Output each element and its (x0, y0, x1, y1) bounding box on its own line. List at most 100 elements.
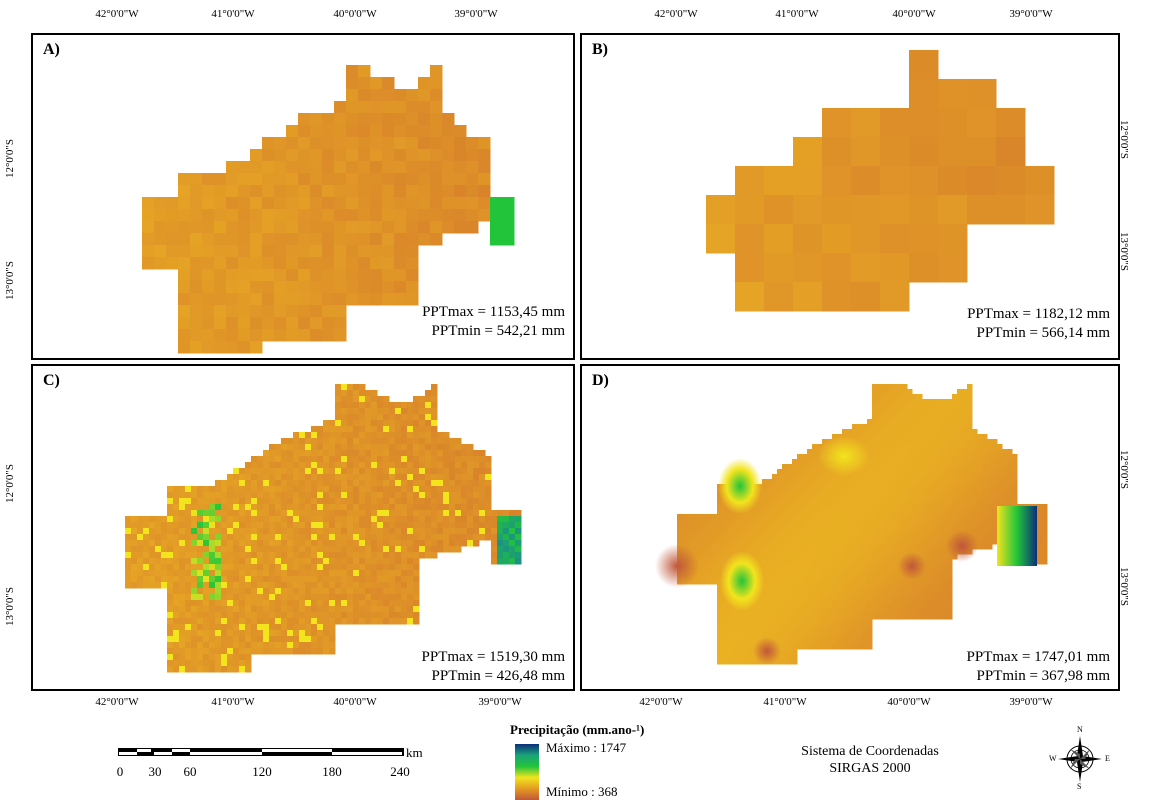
raster-cell (287, 636, 294, 643)
surface-cell (822, 629, 828, 635)
surface-cell (837, 584, 843, 590)
surface-cell (792, 569, 798, 575)
raster-cell (203, 486, 210, 493)
raster-cell (299, 498, 306, 505)
raster-cell (215, 480, 222, 487)
surface-cell (877, 399, 883, 405)
surface-cell (772, 619, 778, 625)
raster-cell (286, 161, 299, 174)
raster-cell (197, 552, 204, 559)
surface-cell (832, 484, 838, 490)
raster-cell (437, 480, 444, 487)
surface-cell (862, 614, 868, 620)
surface-cell (907, 589, 913, 595)
surface-cell (762, 559, 768, 565)
raster-cell (269, 648, 276, 655)
surface-cell (797, 559, 803, 565)
surface-cell (827, 489, 833, 495)
surface-cell (782, 629, 788, 635)
raster-cell (437, 534, 444, 541)
raster-cell (455, 534, 462, 541)
surface-cell (782, 584, 788, 590)
raster-cell (389, 426, 396, 433)
raster-cell (371, 480, 378, 487)
raster-cell (353, 558, 360, 565)
surface-cell (927, 594, 933, 600)
raster-cell (197, 660, 204, 667)
surface-cell (797, 574, 803, 580)
raster-cell (371, 588, 378, 595)
surface-cell (892, 554, 898, 560)
surface-cell (787, 499, 793, 505)
surface-cell (782, 644, 788, 650)
raster-cell (467, 510, 474, 517)
surface-cell (807, 589, 813, 595)
raster-cell (293, 642, 300, 649)
surface-cell (882, 489, 888, 495)
surface-cell (782, 579, 788, 585)
surface-cell (787, 644, 793, 650)
surface-cell (857, 524, 863, 530)
surface-cell (882, 584, 888, 590)
surface-cell (1007, 479, 1013, 485)
raster-cell (311, 468, 318, 475)
surface-cell (857, 554, 863, 560)
raster-cell (371, 600, 378, 607)
surface-cell (852, 429, 858, 435)
surface-cell (822, 484, 828, 490)
raster-cell (298, 245, 311, 258)
raster-cell (293, 540, 300, 547)
raster-cell (227, 588, 234, 595)
raster-cell (418, 221, 431, 234)
surface-cell (937, 474, 943, 480)
raster-cell (329, 426, 336, 433)
surface-cell (762, 504, 768, 510)
surface-cell (832, 579, 838, 585)
surface-cell (797, 594, 803, 600)
raster-cell (215, 510, 222, 517)
raster-cell (209, 552, 216, 559)
raster-cell (221, 624, 228, 631)
surface-cell (942, 579, 948, 585)
raster-cell (274, 221, 287, 234)
raster-cell (383, 468, 390, 475)
surface-cell (927, 599, 933, 605)
surface-cell (847, 529, 853, 535)
raster-cell (383, 546, 390, 553)
surface-cell (742, 514, 748, 520)
raster-cell (149, 558, 156, 565)
raster-cell (322, 185, 335, 198)
surface-cell (937, 414, 943, 420)
surface-cell (872, 609, 878, 615)
surface-cell (922, 479, 928, 485)
surface-cell (957, 504, 963, 510)
surface-cell (922, 594, 928, 600)
surface-cell (947, 584, 953, 590)
raster-cell (437, 468, 444, 475)
surface-cell (852, 574, 858, 580)
surface-cell (877, 439, 883, 445)
raster-cell (909, 195, 939, 225)
surface-cell (937, 424, 943, 430)
surface-cell (907, 494, 913, 500)
surface-cell (747, 619, 753, 625)
raster-cell (322, 221, 335, 234)
raster-cell (370, 113, 383, 126)
surface-cell (882, 514, 888, 520)
surface-cell (862, 639, 868, 645)
surface-cell (932, 434, 938, 440)
raster-cell (419, 546, 426, 553)
surface-cell (862, 594, 868, 600)
surface-cell (867, 484, 873, 490)
surface-cell (962, 524, 968, 530)
raster-cell (251, 456, 258, 463)
surface-cell (977, 464, 983, 470)
raster-cell (293, 612, 300, 619)
surface-cell (992, 529, 998, 535)
raster-cell (359, 444, 366, 451)
surface-cell (797, 474, 803, 480)
surface-cell (907, 474, 913, 480)
surface-cell (837, 569, 843, 575)
surface-cell (842, 614, 848, 620)
surface-cell (892, 499, 898, 505)
